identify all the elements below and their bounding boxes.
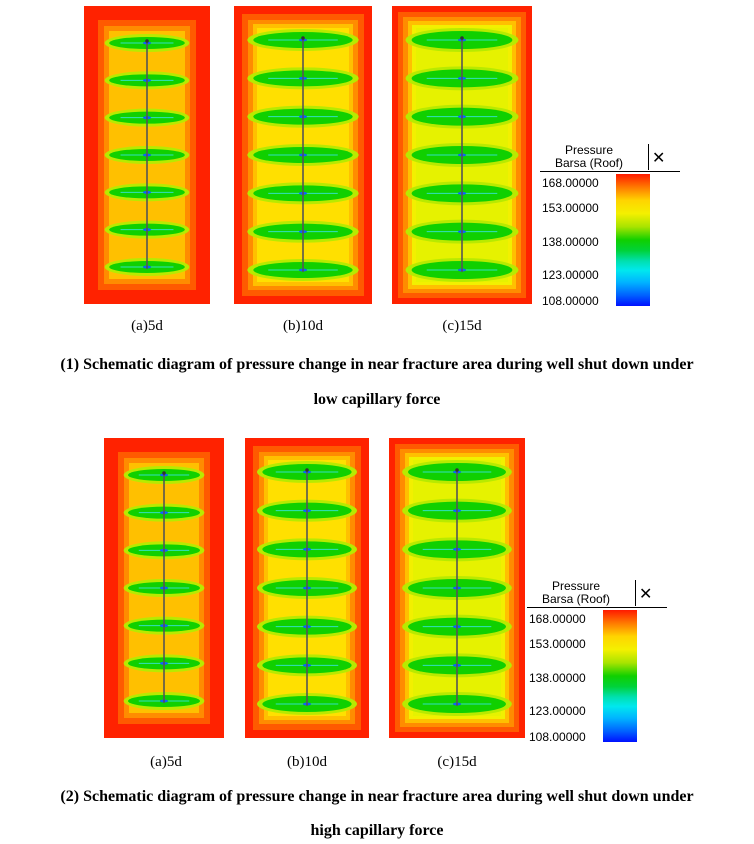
pressure-map	[234, 6, 372, 304]
legend-rule	[540, 171, 680, 172]
legend-tick: 168.00000	[529, 612, 586, 626]
fig2-caption-line2: high capillary force	[310, 822, 444, 839]
legend-tick: 153.00000	[529, 637, 586, 651]
fig1-caption-line1: (1) Schematic diagram of pressure change…	[60, 356, 694, 373]
pressure-map	[245, 438, 369, 738]
fig2-panel-b	[245, 438, 369, 738]
fig2-panel-a	[104, 438, 224, 738]
fig1-panel-b	[234, 6, 372, 304]
color-scale-bar	[616, 174, 650, 306]
pressure-map	[389, 438, 525, 738]
pressure-map	[104, 438, 224, 738]
legend-tick: 123.00000	[529, 704, 586, 718]
fig1-panel-c	[392, 6, 532, 304]
fig2-label-c: (c)15d	[437, 754, 477, 770]
fig1-legend: Pressure Barsa (Roof) ✕ 168.00000 153.00…	[540, 144, 690, 308]
legend-tick: 108.00000	[542, 294, 599, 308]
fig2-legend: Pressure Barsa (Roof) ✕ 168.00000 153.00…	[527, 580, 677, 744]
legend-tick: 168.00000	[542, 176, 599, 190]
fig1-label-b: (b)10d	[283, 318, 323, 334]
fig1-caption-line2: low capillary force	[313, 391, 441, 408]
legend-tick: 108.00000	[529, 730, 586, 744]
legend-title-line2: Barsa (Roof)	[554, 156, 624, 170]
fig2-panel-c	[389, 438, 525, 738]
fig1-label-c: (c)15d	[442, 318, 482, 334]
color-scale-bar	[603, 610, 637, 742]
legend-title-line1: Pressure	[564, 143, 614, 157]
legend-tick: 138.00000	[542, 235, 599, 249]
close-icon[interactable]: ✕	[652, 150, 666, 167]
fig2-caption-line1: (2) Schematic diagram of pressure change…	[60, 788, 694, 805]
fig2-label-a: (a)5d	[150, 754, 182, 770]
legend-tick: 123.00000	[542, 268, 599, 282]
legend-title: Pressure Barsa (Roof)	[527, 580, 625, 606]
fig1-label-a: (a)5d	[131, 318, 163, 334]
fig2-label-b: (b)10d	[287, 754, 327, 770]
close-icon[interactable]: ✕	[639, 586, 653, 603]
pressure-map	[392, 6, 532, 304]
legend-tick: 153.00000	[542, 201, 599, 215]
fig1-panel-a	[84, 6, 210, 304]
legend-tick: 138.00000	[529, 671, 586, 685]
legend-title-line2: Barsa (Roof)	[541, 592, 611, 606]
legend-divider	[635, 580, 636, 606]
legend-title: Pressure Barsa (Roof)	[540, 144, 638, 170]
legend-rule	[527, 607, 667, 608]
legend-divider	[648, 144, 649, 170]
legend-title-line1: Pressure	[551, 579, 601, 593]
pressure-map	[84, 6, 210, 304]
